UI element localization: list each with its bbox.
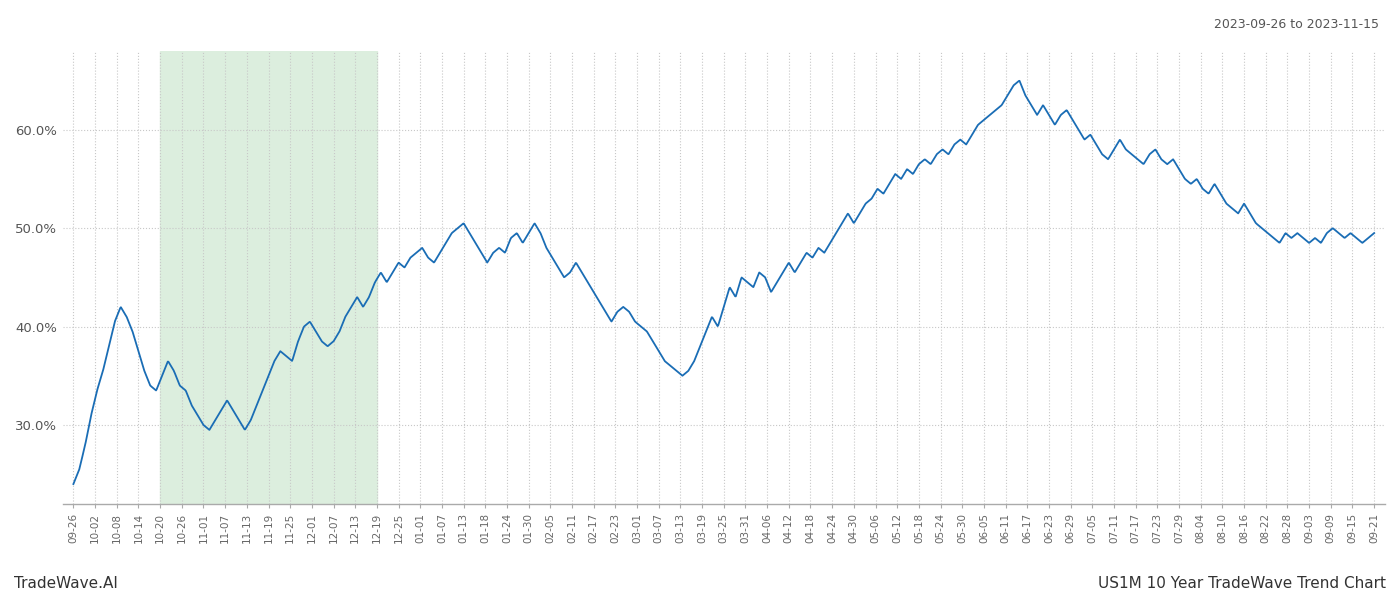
Text: TradeWave.AI: TradeWave.AI: [14, 576, 118, 591]
Bar: [160, 51, 377, 504]
Text: US1M 10 Year TradeWave Trend Chart: US1M 10 Year TradeWave Trend Chart: [1098, 576, 1386, 591]
Text: 2023-09-26 to 2023-11-15: 2023-09-26 to 2023-11-15: [1214, 18, 1379, 31]
